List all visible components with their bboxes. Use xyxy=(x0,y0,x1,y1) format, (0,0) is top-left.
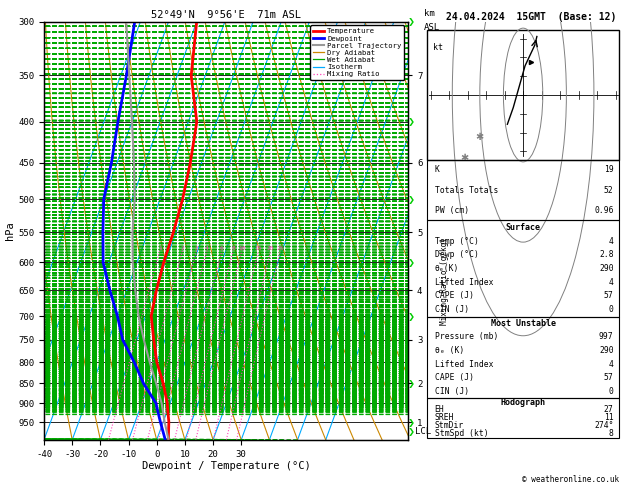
Bar xyxy=(426,316,620,398)
Text: θₑ(K): θₑ(K) xyxy=(435,264,459,273)
Text: Lifted Index: Lifted Index xyxy=(435,278,493,287)
Text: 10: 10 xyxy=(238,246,246,251)
Text: 8: 8 xyxy=(231,246,235,251)
Text: 4: 4 xyxy=(205,246,209,251)
Title: 52°49'N  9°56'E  71m ASL: 52°49'N 9°56'E 71m ASL xyxy=(151,10,301,20)
Text: ❯: ❯ xyxy=(408,312,415,320)
Text: 0.96: 0.96 xyxy=(594,206,613,215)
Text: km: km xyxy=(425,9,435,17)
Text: ❯: ❯ xyxy=(408,195,415,204)
Text: 2: 2 xyxy=(181,246,184,251)
Text: © weatheronline.co.uk: © weatheronline.co.uk xyxy=(523,474,620,484)
Text: ❯: ❯ xyxy=(408,117,415,126)
Text: ❯: ❯ xyxy=(408,417,415,427)
Text: Most Unstable: Most Unstable xyxy=(491,319,555,328)
Text: Dewp (°C): Dewp (°C) xyxy=(435,250,479,259)
Text: 3: 3 xyxy=(194,246,198,251)
Text: 2.8: 2.8 xyxy=(599,250,613,259)
Text: 997: 997 xyxy=(599,332,613,341)
Text: StmDir: StmDir xyxy=(435,421,464,430)
Text: ❯: ❯ xyxy=(408,17,415,26)
Text: 8: 8 xyxy=(609,429,613,438)
Text: Temp (°C): Temp (°C) xyxy=(435,237,479,245)
Text: 57: 57 xyxy=(604,292,613,300)
Text: CIN (J): CIN (J) xyxy=(435,305,469,314)
Text: Surface: Surface xyxy=(506,223,540,232)
Text: θₑ (K): θₑ (K) xyxy=(435,346,464,355)
Text: ❯: ❯ xyxy=(408,427,415,435)
Text: 274°: 274° xyxy=(594,421,613,430)
Text: CAPE (J): CAPE (J) xyxy=(435,373,474,382)
Text: ❯: ❯ xyxy=(408,258,415,267)
Text: SREH: SREH xyxy=(435,414,454,422)
Text: ✱: ✱ xyxy=(476,132,484,142)
Text: LCL: LCL xyxy=(415,427,431,435)
Text: 25: 25 xyxy=(277,246,284,251)
Text: 0: 0 xyxy=(609,305,613,314)
Bar xyxy=(426,221,620,316)
Text: ✱: ✱ xyxy=(460,153,468,163)
Text: 4: 4 xyxy=(609,237,613,245)
Text: Mixing Ratio (g/kg): Mixing Ratio (g/kg) xyxy=(440,237,449,325)
Text: 57: 57 xyxy=(604,373,613,382)
Text: 27: 27 xyxy=(604,405,613,415)
Text: Lifted Index: Lifted Index xyxy=(435,360,493,368)
Text: ASL: ASL xyxy=(425,23,440,32)
Text: CAPE (J): CAPE (J) xyxy=(435,292,474,300)
Text: 19: 19 xyxy=(604,165,613,174)
Text: 1: 1 xyxy=(158,246,162,251)
Text: PW (cm): PW (cm) xyxy=(435,206,469,215)
Text: 20: 20 xyxy=(267,246,274,251)
Bar xyxy=(426,398,620,438)
Text: 24.04.2024  15GMT  (Base: 12): 24.04.2024 15GMT (Base: 12) xyxy=(447,12,616,22)
Y-axis label: hPa: hPa xyxy=(6,222,15,240)
Text: Hodograph: Hodograph xyxy=(501,398,545,406)
X-axis label: Dewpoint / Temperature (°C): Dewpoint / Temperature (°C) xyxy=(142,461,310,471)
Text: kt: kt xyxy=(433,43,443,52)
Legend: Temperature, Dewpoint, Parcel Trajectory, Dry Adiabat, Wet Adiabat, Isotherm, Mi: Temperature, Dewpoint, Parcel Trajectory… xyxy=(311,25,404,80)
Text: CIN (J): CIN (J) xyxy=(435,387,469,396)
Text: 52: 52 xyxy=(604,186,613,194)
Text: EH: EH xyxy=(435,405,444,415)
Text: 11: 11 xyxy=(604,414,613,422)
Text: 6: 6 xyxy=(220,246,224,251)
Text: 4: 4 xyxy=(609,360,613,368)
Text: 290: 290 xyxy=(599,264,613,273)
Text: 15: 15 xyxy=(255,246,262,251)
Text: Pressure (mb): Pressure (mb) xyxy=(435,332,498,341)
Text: StmSpd (kt): StmSpd (kt) xyxy=(435,429,488,438)
Bar xyxy=(426,160,620,221)
Text: 290: 290 xyxy=(599,346,613,355)
Bar xyxy=(426,30,620,160)
Text: 4: 4 xyxy=(609,278,613,287)
Text: K: K xyxy=(435,165,440,174)
Text: ❯: ❯ xyxy=(408,379,415,388)
Text: 0: 0 xyxy=(609,387,613,396)
Text: Totals Totals: Totals Totals xyxy=(435,186,498,194)
